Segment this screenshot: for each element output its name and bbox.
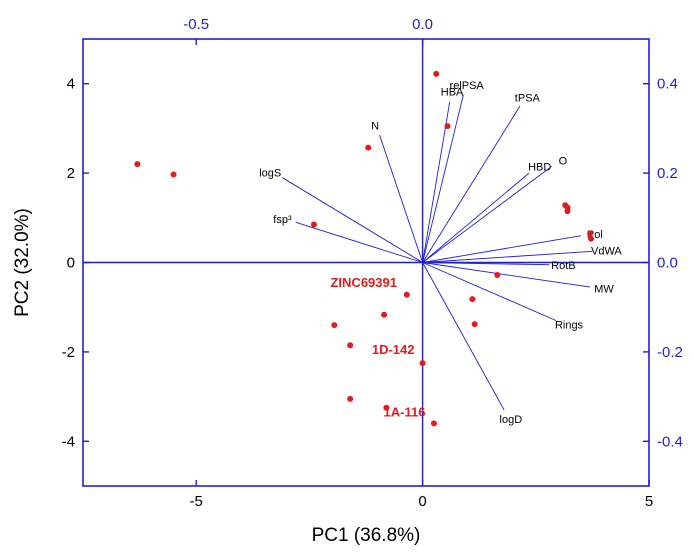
sample-point (403, 291, 410, 298)
sample-point (381, 311, 388, 318)
compound-label: 1D-142 (372, 342, 415, 357)
right-tick-label: -0.4 (657, 433, 683, 450)
x-axis-title: PC1 (36.8%) (312, 525, 421, 546)
top-tick-label: 0.0 (412, 16, 433, 33)
loading-vector-logd (422, 262, 505, 411)
loading-vector-mw (422, 262, 591, 288)
sample-point (365, 144, 372, 151)
x-tick-label: 0 (418, 493, 426, 510)
loading-label: VdWA (591, 246, 622, 258)
sample-point (383, 404, 390, 411)
loading-label: HBD (528, 162, 551, 174)
sample-point (331, 322, 338, 329)
loading-vector-o (422, 166, 552, 263)
loading-vector-relpsa (422, 94, 464, 263)
loading-label: O (559, 155, 568, 167)
loading-label: MW (594, 284, 614, 296)
y-tick-label: -4 (62, 433, 75, 450)
loading-label: relPSA (450, 80, 485, 92)
loading-label: HBA (441, 87, 464, 99)
sample-point (170, 171, 177, 178)
sample-point (588, 235, 595, 242)
sample-point (469, 296, 476, 303)
y-tick-label: 2 (67, 165, 75, 182)
loading-label: Rings (555, 320, 584, 332)
y-tick-label: 0 (67, 255, 75, 272)
loading-vector-pol (422, 235, 582, 263)
right-tick-label: 0.2 (657, 165, 678, 182)
loading-label: logS (259, 167, 281, 179)
sample-point (587, 230, 594, 237)
loading-label: RotB (551, 260, 575, 272)
compound-label: 1A-116 (384, 405, 426, 420)
loading-label: tPSA (515, 93, 541, 105)
x-tick-label: 5 (645, 493, 653, 510)
sample-point (444, 123, 451, 130)
right-tick-label: 0.0 (657, 255, 678, 272)
loading-vector-rotb (422, 262, 550, 266)
sample-point (433, 70, 440, 77)
loading-vector-n (379, 134, 424, 263)
right-tick-label: -0.2 (657, 344, 683, 361)
loading-vector-hbd (422, 172, 530, 263)
sample-point (564, 208, 571, 215)
sample-point (347, 395, 354, 402)
loading-vector-logs (281, 177, 423, 263)
loading-label: N (371, 121, 379, 133)
sample-point (430, 420, 437, 427)
sample-point (419, 360, 426, 367)
loading-label: fsp³ (273, 214, 292, 226)
y-axis-title: PC2 (32.0%) (12, 208, 33, 317)
loading-vector-fsp (295, 221, 423, 263)
loading-vector-vdwa (422, 250, 593, 263)
sample-point (310, 221, 317, 228)
y-tick-label: 4 (67, 76, 75, 93)
sample-point (347, 342, 354, 349)
loading-vector-tpsa (422, 105, 521, 263)
sample-point (471, 321, 478, 328)
right-tick-label: 0.4 (657, 76, 678, 93)
sample-point (494, 272, 501, 279)
loading-vector-rings (422, 262, 557, 322)
y-tick-label: -2 (62, 344, 75, 361)
loading-label: logD (500, 414, 523, 426)
loading-vector-hba (422, 101, 451, 263)
sample-point (134, 161, 141, 168)
top-tick-label: -0.5 (183, 16, 209, 33)
x-tick-label: -5 (190, 493, 203, 510)
compound-label: ZINC69391 (330, 275, 396, 290)
